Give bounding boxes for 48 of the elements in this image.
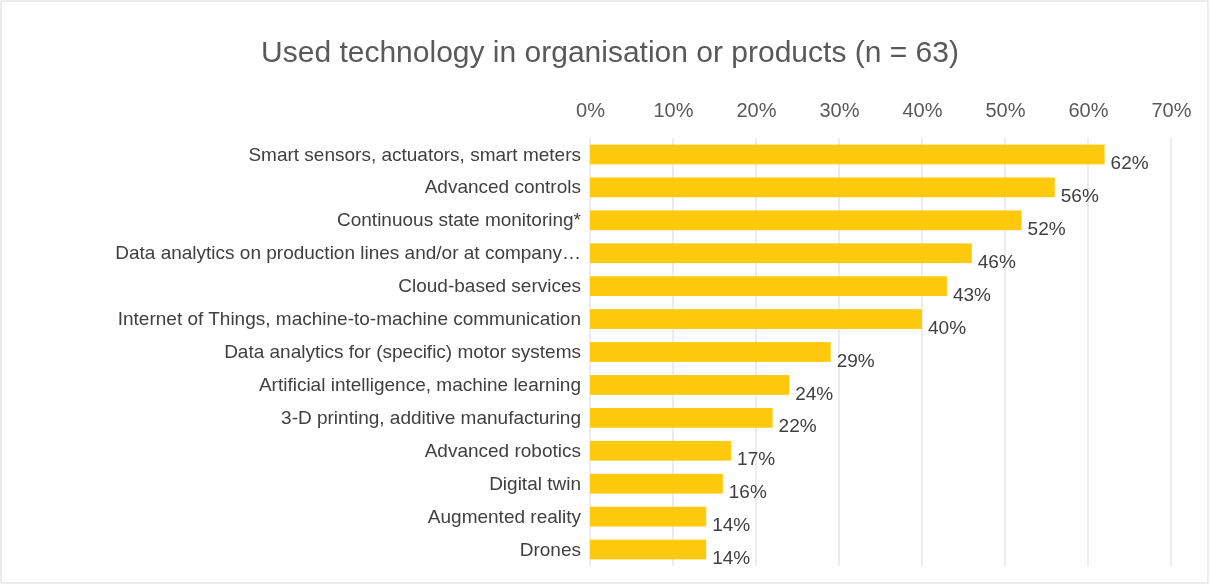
x-tick-label: 20% [736,99,777,121]
y-tick-label: Advanced controls [424,176,581,198]
data-label: 52% [1027,217,1066,239]
y-tick-label: Continuous state monitoring* [337,209,582,231]
bar [590,375,790,395]
y-tick-label: Data analytics for (specific) motor systems [224,341,581,363]
bar [590,309,922,329]
data-label: 40% [928,316,967,338]
x-tick-label: 60% [1068,99,1109,121]
x-tick-label: 70% [1151,99,1192,121]
bar [590,243,972,264]
y-tick-label: Digital twin [489,472,581,494]
x-tick-label: 0% [576,99,606,121]
data-label: 14% [712,514,751,536]
bar [590,177,1055,198]
bar [590,473,723,494]
bar [590,440,732,461]
y-tick-label: Cloud-based services [398,275,581,297]
y-tick-label: 3-D printing, additive manufacturing [281,406,581,428]
data-label: 56% [1060,185,1099,207]
x-tick-label: 30% [819,99,860,121]
y-tick-label: Internet of Things, machine-to-machine communication [117,308,581,330]
data-label: 62% [1110,152,1149,174]
x-tick-label: 10% [653,99,694,121]
data-label: 29% [836,349,875,371]
bar [590,407,773,428]
bar [590,210,1022,231]
y-tick-label: Data analytics on production lines and/or at company… [115,242,581,264]
chart-title: Used technology in organisation or products (n = 63) [261,35,959,68]
bar [590,144,1105,165]
y-tick-label: Advanced robotics [424,439,581,461]
bar [590,539,707,560]
y-tick-label: Smart sensors, actuators, smart meters [248,143,581,165]
data-label: 17% [737,448,776,470]
data-label: 14% [712,547,751,569]
data-label: 22% [778,415,817,437]
data-label: 46% [977,250,1016,272]
x-tick-label: 50% [985,99,1026,121]
data-label: 16% [728,481,767,503]
bar [590,342,831,362]
y-tick-label: Drones [519,538,581,560]
data-label: 43% [952,283,992,305]
y-tick-label: Augmented reality [427,505,582,527]
x-tick-label: 40% [902,99,943,121]
bar [590,276,947,297]
y-tick-label: Artificial intelligence, machine learning [258,374,581,395]
data-label: 24% [795,382,834,404]
bar [590,506,707,527]
